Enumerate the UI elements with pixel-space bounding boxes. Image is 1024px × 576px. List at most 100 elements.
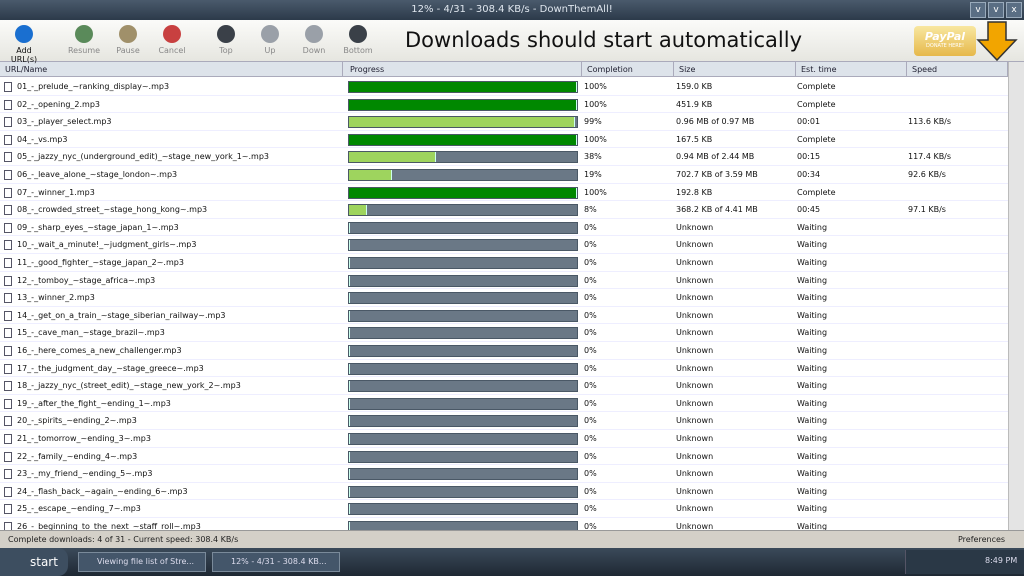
taskbar-task[interactable]: 12% - 4/31 - 308.4 KB... (212, 552, 340, 572)
start-button[interactable]: start (0, 548, 68, 576)
est-time: Waiting (797, 310, 828, 320)
progress-bar (349, 469, 350, 480)
download-row[interactable]: 16_-_here_comes_a_new_challenger.mp3 0% Un… (0, 342, 1008, 360)
download-row[interactable]: 15_-_cave_man_~stage_brazil~.mp3 0% Unknow… (0, 324, 1008, 342)
toolbar-button[interactable]: Add URL(s) (2, 23, 46, 64)
column-header[interactable]: Speed (907, 62, 1008, 77)
window-title: 12% - 4/31 - 308.4 KB/s - DownThemAll! (411, 4, 613, 15)
file-name: 13_-_winner_2.mp3 (17, 293, 95, 303)
download-row[interactable]: 11_-_good_fighter_~stage_japan_2~.mp3 0% U… (0, 254, 1008, 272)
progress-bar (349, 310, 350, 321)
download-row[interactable]: 17_-_the_judgment_day_~stage_greece~.mp3… (0, 360, 1008, 378)
completion: 0% (584, 381, 597, 391)
progress-track (348, 380, 578, 393)
download-row[interactable]: 01_-_prelude_~ranking_display~.mp3 100% 15… (0, 78, 1008, 96)
column-header[interactable]: URL/Name (0, 62, 343, 77)
size: Unknown (676, 222, 714, 232)
file-icon (4, 522, 12, 530)
toolbar-button[interactable]: Bottom (336, 23, 380, 55)
maximize-button[interactable]: v (988, 2, 1004, 18)
progress-track (348, 503, 578, 516)
download-row[interactable]: 12_-_tomboy_~stage_africa~.mp3 0% Unknown W… (0, 272, 1008, 290)
button-icon (119, 25, 137, 43)
toolbar-button[interactable]: Pause (106, 23, 150, 55)
est-time: Complete (797, 187, 836, 197)
progress-track (348, 274, 578, 287)
progress-track (348, 98, 578, 111)
size: Unknown (676, 310, 714, 320)
completion: 0% (584, 416, 597, 426)
close-button[interactable]: x (1006, 2, 1022, 18)
size: Unknown (676, 504, 714, 514)
file-name: 17_-_the_judgment_day_~stage_greece~.mp3 (17, 363, 204, 373)
download-row[interactable]: 22_-_family_~ending_4~.mp3 0% Unknown Waiti… (0, 448, 1008, 466)
button-label: Cancel (158, 46, 186, 55)
taskbar-task[interactable]: Viewing file list of Stre... (78, 552, 206, 572)
progress-track (348, 309, 578, 322)
progress-bar (349, 293, 350, 304)
button-label: Up (264, 46, 276, 55)
file-name: 24_-_flash_back_~again_~ending_6~.mp3 (17, 486, 188, 496)
preferences-button[interactable]: Preferences (958, 535, 1006, 544)
scrollbar[interactable] (1008, 62, 1024, 530)
est-time: Waiting (797, 240, 828, 250)
button-label: Resume (67, 46, 101, 55)
column-header[interactable]: Est. time (796, 62, 907, 77)
title-bar: 12% - 4/31 - 308.4 KB/s - DownThemAll! (0, 0, 1024, 20)
paypal-button[interactable]: PayPal DONATE HERE! (914, 26, 976, 56)
download-row[interactable]: 02_-_opening_2.mp3 100% 451.9 KB Complete (0, 96, 1008, 114)
size: Unknown (676, 258, 714, 267)
file-icon (4, 205, 12, 216)
download-row[interactable]: 23_-_my_friend_~ending_5~.mp3 0% Unknown Wa… (0, 465, 1008, 483)
status-bar: Complete downloads: 4 of 31 - Current sp… (0, 530, 1024, 548)
toolbar-button[interactable]: Down (292, 23, 336, 55)
column-header[interactable]: Size (674, 62, 796, 77)
progress-track (348, 485, 578, 498)
download-row[interactable]: 21_-_tomorrow_~ending_3~.mp3 0% Unknown Wai… (0, 430, 1008, 448)
download-row[interactable]: 18_-_jazzy_nyc_(street_edit)_~stage_new_… (0, 377, 1008, 395)
toolbar-button[interactable]: Cancel (150, 23, 194, 55)
size: Unknown (676, 293, 714, 303)
minimize-button[interactable]: v (970, 2, 986, 18)
est-time: Waiting (797, 275, 828, 285)
progress-bar (349, 82, 577, 92)
speed: 92.6 KB/s (908, 170, 946, 179)
progress-bar (349, 117, 575, 128)
download-row[interactable]: 04_-_vs.mp3 100% 167.5 KB Complete (0, 131, 1008, 149)
file-name: 25_-_escape_~ending_7~.mp3 (17, 504, 141, 514)
file-icon (4, 469, 12, 480)
file-icon (4, 451, 12, 462)
download-row[interactable]: 13_-_winner_2.mp3 0% Unknown Waiting (0, 289, 1008, 307)
download-row[interactable]: 07_-_winner_1.mp3 100% 192.8 KB Complete (0, 184, 1008, 202)
progress-bar (349, 416, 350, 427)
progress-bar (349, 258, 350, 268)
toolbar-button[interactable]: Resume (62, 23, 106, 55)
download-row[interactable]: 26_-_beginning_to_the_next_~staff_roll~.… (0, 518, 1008, 530)
completion: 100% (584, 187, 607, 197)
download-row[interactable]: 14_-_get_on_a_train_~stage_siberian_rail… (0, 307, 1008, 325)
download-row[interactable]: 10_-_wait_a_minute!_~judgment_girls~.mp3… (0, 236, 1008, 254)
column-header[interactable]: Completion (582, 62, 674, 77)
download-row[interactable]: 05_-_jazzy_nyc_(underground_edit)_~stage… (0, 148, 1008, 166)
toolbar-button[interactable]: Top (204, 23, 248, 55)
download-row[interactable]: 03_-_player_select.mp3 99% 0.96 MB of 0.97… (0, 113, 1008, 131)
download-row[interactable]: 25_-_escape_~ending_7~.mp3 0% Unknown Waiti… (0, 500, 1008, 518)
progress-bar (349, 240, 350, 251)
file-icon (4, 328, 12, 339)
download-row[interactable]: 24_-_flash_back_~again_~ending_6~.mp3 0% U… (0, 483, 1008, 501)
progress-track (348, 433, 578, 445)
download-row[interactable]: 19_-_after_the_fight_~ending_1~.mp3 0% Unk… (0, 395, 1008, 413)
file-name: 20_-_spirits_~ending_2~.mp3 (17, 416, 137, 426)
progress-track (348, 151, 578, 164)
button-icon (163, 25, 181, 43)
completion: 0% (584, 275, 597, 285)
download-row[interactable]: 06_-_leave_alone_~stage_london~.mp3 19% 70… (0, 166, 1008, 184)
file-name: 07_-_winner_1.mp3 (17, 187, 95, 197)
column-header[interactable]: Progress (345, 62, 582, 77)
download-row[interactable]: 09_-_sharp_eyes_~stage_japan_1~.mp3 0% Unk… (0, 219, 1008, 237)
progress-bar (349, 328, 350, 339)
download-row[interactable]: 20_-_spirits_~ending_2~.mp3 0% Unknown Wait… (0, 412, 1008, 430)
size: Unknown (676, 398, 714, 408)
download-row[interactable]: 08_-_crowded_street_~stage_hong_kong~.mp… (0, 201, 1008, 219)
toolbar-button[interactable]: Up (248, 23, 292, 55)
